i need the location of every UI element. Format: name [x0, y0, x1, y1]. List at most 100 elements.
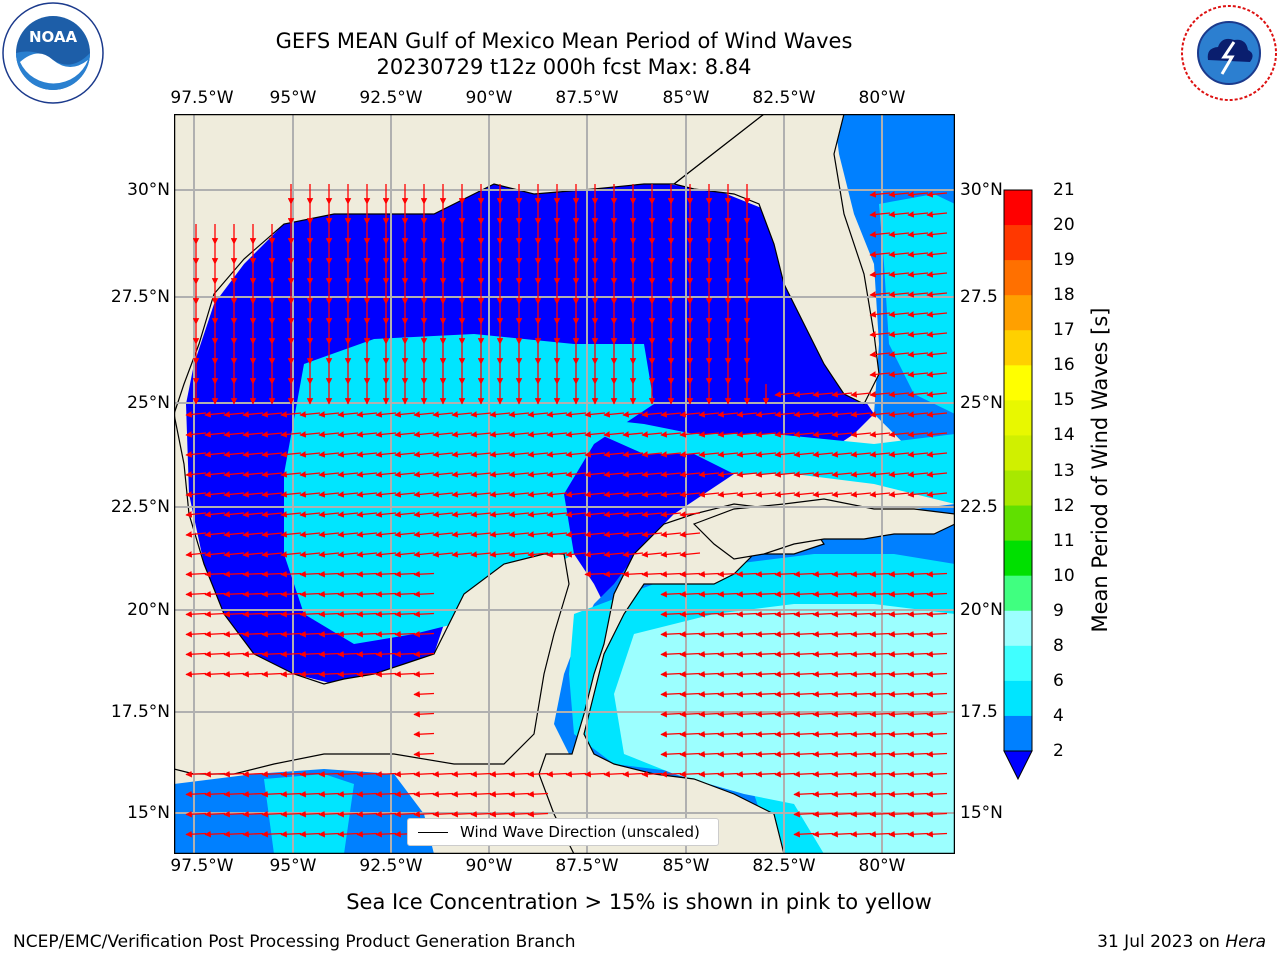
- wind-wave-arrow: [299, 411, 321, 418]
- wind-wave-arrow: [622, 551, 644, 558]
- wind-wave-arrow: [204, 770, 226, 778]
- wind-wave-arrow: [356, 471, 378, 478]
- colorbar-segment: [1004, 680, 1032, 717]
- wind-wave-arrow: [755, 570, 777, 578]
- wind-wave-arrow: [907, 371, 929, 378]
- wind-wave-arrow: [489, 810, 511, 818]
- wind-wave-arrow: [926, 610, 948, 618]
- wind-wave-arrow: [185, 511, 207, 518]
- wind-wave-arrow: [299, 471, 321, 478]
- wind-wave-arrow: [850, 730, 872, 738]
- wind-wave-arrow: [717, 650, 739, 658]
- wind-wave-arrow: [375, 630, 397, 638]
- wind-wave-arrow: [907, 351, 929, 358]
- wind-wave-arrow: [698, 710, 720, 718]
- wind-wave-arrow: [812, 610, 834, 618]
- wind-wave-arrow: [280, 491, 302, 498]
- wind-wave-arrow: [793, 570, 815, 578]
- wind-wave-arrow: [413, 810, 435, 818]
- wind-wave-arrow: [261, 830, 283, 838]
- wind-wave-arrow: [907, 311, 929, 318]
- chart-title: GEFS MEAN Gulf of Mexico Mean Period of …: [275, 29, 853, 53]
- wind-wave-arrow: [280, 411, 302, 418]
- wind-wave-arrow: [413, 411, 435, 418]
- wind-wave-arrow: [508, 491, 530, 498]
- wind-wave-arrow: [565, 551, 587, 558]
- lon-tick-label: 80°W: [858, 88, 906, 108]
- wind-wave-arrow: [242, 471, 264, 478]
- wind-wave-arrow: [356, 590, 378, 598]
- wind-wave-arrow: [812, 471, 834, 478]
- wind-wave-arrow: [451, 471, 473, 478]
- wind-wave-arrow: [660, 770, 682, 778]
- wind-wave-arrow: [679, 670, 701, 678]
- wind-wave-arrow: [755, 630, 777, 638]
- wind-wave-arrow: [660, 511, 682, 518]
- wind-wave-arrow: [736, 690, 758, 698]
- wind-wave-arrow: [907, 650, 929, 658]
- wind-wave-arrow: [299, 431, 321, 438]
- wind-wave-arrow: [888, 391, 910, 398]
- wind-wave-arrow: [793, 431, 815, 438]
- wind-wave-arrow: [831, 730, 853, 738]
- colorbar-tick-label: 18: [1053, 285, 1075, 306]
- wind-wave-arrow: [755, 471, 777, 478]
- wind-wave-arrow: [926, 331, 948, 338]
- wind-wave-arrow: [698, 491, 720, 498]
- wind-wave-arrow: [185, 570, 207, 578]
- wind-wave-arrow: [717, 431, 739, 438]
- wind-wave-arrow: [375, 790, 397, 798]
- wind-wave-arrow: [432, 551, 454, 558]
- wind-wave-arrow: [223, 431, 245, 438]
- wind-wave-arrow: [394, 531, 416, 538]
- wind-wave-arrow: [850, 830, 872, 838]
- wind-wave-arrow: [527, 411, 549, 418]
- wind-wave-arrow: [812, 810, 834, 818]
- wind-wave-arrow: [489, 511, 511, 518]
- wind-wave-arrow: [774, 610, 796, 618]
- wind-wave-arrow: [926, 770, 948, 778]
- wind-wave-arrow: [793, 790, 815, 798]
- wind-wave-arrow: [413, 471, 435, 478]
- wind-wave-arrow: [280, 770, 302, 778]
- wind-wave-arrow: [831, 630, 853, 638]
- colorbar-segment: [1004, 295, 1032, 331]
- wind-wave-arrow: [546, 770, 568, 778]
- wind-wave-arrow: [394, 630, 416, 638]
- wind-wave-arrow: [717, 471, 739, 478]
- wind-wave-arrow: [242, 551, 264, 558]
- wind-wave-arrow: [337, 431, 359, 438]
- wind-wave-arrow: [489, 431, 511, 438]
- wind-wave-arrow: [850, 610, 872, 618]
- wind-wave-arrow: [584, 451, 606, 458]
- wind-wave-arrow: [565, 431, 587, 438]
- wind-wave-arrow: [299, 491, 321, 498]
- wind-wave-arrow: [470, 411, 492, 418]
- wind-wave-arrow: [432, 491, 454, 498]
- wind-wave-arrow: [375, 670, 397, 678]
- wind-wave-arrow: [318, 790, 340, 798]
- lon-tick-label: 80°W: [858, 856, 906, 876]
- wind-wave-arrow: [926, 271, 948, 278]
- wind-wave-arrow: [432, 531, 454, 538]
- wind-wave-arrow: [926, 471, 948, 478]
- wind-wave-arrow: [717, 670, 739, 678]
- wind-wave-arrow: [926, 191, 948, 198]
- wind-wave-arrow: [451, 451, 473, 458]
- wind-wave-arrow: [318, 551, 340, 558]
- colorbar-segment: [1004, 330, 1032, 366]
- colorbar-segment: [1004, 540, 1032, 577]
- wind-wave-arrow: [850, 670, 872, 678]
- wind-wave-arrow: [736, 710, 758, 718]
- map-frame: [174, 114, 955, 854]
- wind-wave-arrow: [831, 770, 853, 778]
- wind-wave-arrow: [679, 570, 701, 578]
- wind-wave-arrow: [907, 690, 929, 698]
- lon-tick-label: 95°W: [269, 88, 317, 108]
- wind-wave-arrow: [280, 830, 302, 838]
- colorbar-tick-label: 12: [1053, 495, 1075, 516]
- wind-wave-arrow: [204, 551, 226, 558]
- wind-wave-arrow: [299, 531, 321, 538]
- wind-wave-arrow: [774, 570, 796, 578]
- wind-wave-arrow: [451, 810, 473, 818]
